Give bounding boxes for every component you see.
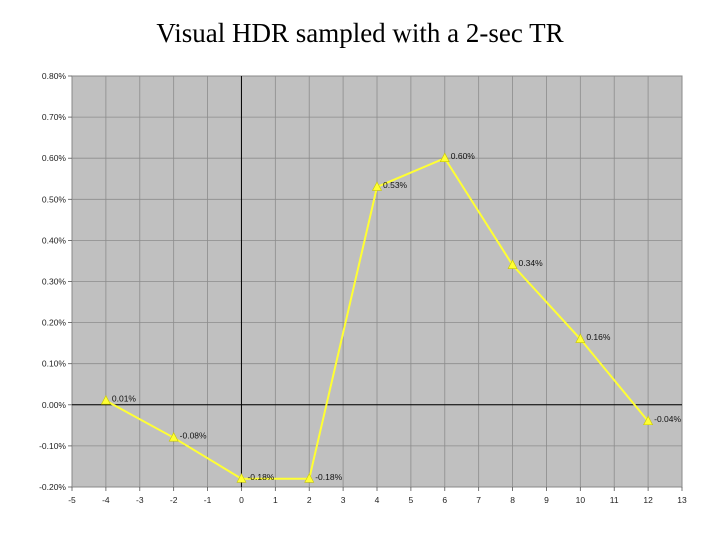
data-point-marker [372,181,382,191]
data-label: -0.04% [654,414,681,424]
x-tick-label: -3 [136,495,144,505]
x-tick-label: 0 [239,495,244,505]
x-tick-label: 8 [510,495,515,505]
series-group [100,152,654,483]
slide-title: Visual HDR sampled with a 2-sec TR [156,18,564,48]
x-tick-label: 5 [409,495,414,505]
y-tick-labels: -0.20% -0.10% 0.00% 0.10% 0.20% 0.30% 0.40% 0.5… [39,71,66,492]
x-tick-label: -1 [204,495,212,505]
y-tick-label: 0.00% [42,400,67,410]
data-point-marker [507,259,518,269]
x-tick-label: 7 [476,495,481,505]
data-point-marker [575,333,586,343]
y-tick-label: 0.20% [42,318,67,328]
data-point-marker [100,395,111,405]
y-tick-label: 0.30% [42,277,67,287]
x-tick-label: 12 [643,495,653,505]
x-tick-label: 9 [544,495,549,505]
data-point-marker [236,473,247,483]
y-tick-label: 0.40% [42,235,67,245]
y-tick-label: 0.60% [42,153,67,163]
data-label: 0.34% [519,258,544,268]
x-tick-label: 1 [273,495,278,505]
x-tick-label: 3 [341,495,346,505]
x-tick-label: 6 [442,495,447,505]
data-point-marker [168,432,179,442]
y-tick-label: -0.20% [39,482,66,492]
x-tick-label: 10 [576,495,586,505]
x-tick-label: 2 [307,495,312,505]
data-label: -0.18% [247,472,274,482]
y-tick-label: 0.80% [42,71,67,81]
x-tick-labels: -5 -4 -3 -2 -1 0 1 2 3 4 5 6 7 8 9 10 11 12 13 [68,495,687,505]
y-tick-label: 0.50% [42,194,67,204]
y-tick-label: -0.10% [39,441,66,451]
data-point-marker [439,152,450,162]
data-label: 0.16% [586,332,611,342]
y-tick-label: 0.70% [42,112,67,122]
vertical-gridlines [71,76,683,487]
data-point-marker [304,473,315,483]
data-point-marker [643,415,654,426]
data-label: 0.01% [112,394,137,404]
x-tick-label: 11 [610,495,619,505]
data-label: 0.53% [383,180,408,190]
x-tick-label: -5 [68,495,76,505]
data-labels: 0.01% -0.08% -0.18% -0.18% 0.53% 0.60% 0.34% 0.… [112,151,682,482]
data-label: 0.60% [451,151,476,161]
x-tick-label: 13 [677,495,687,505]
data-label: -0.08% [180,431,207,441]
axes [68,75,683,491]
x-tick-label: 4 [375,495,380,505]
x-tick-label: -4 [102,495,110,505]
y-tick-label: 0.10% [42,359,67,369]
data-label: -0.18% [315,472,342,482]
x-tick-label: -2 [170,495,178,505]
